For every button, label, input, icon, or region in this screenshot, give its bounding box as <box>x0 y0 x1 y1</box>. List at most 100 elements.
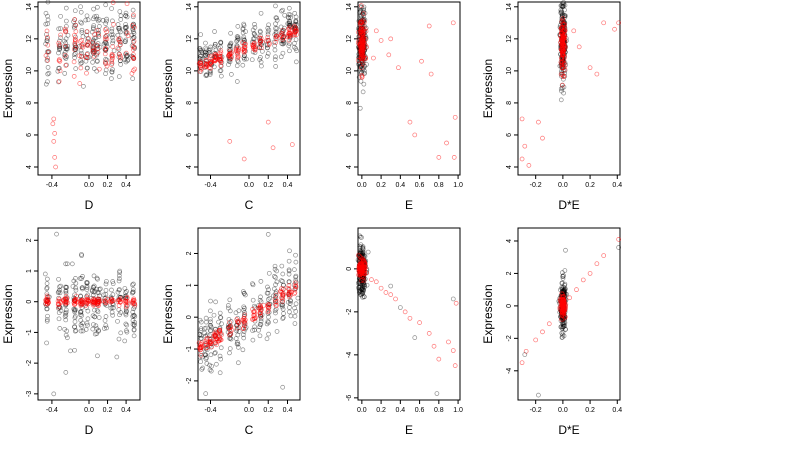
data-point <box>130 318 136 323</box>
data-point <box>45 79 50 85</box>
data-point <box>560 332 565 338</box>
data-point <box>559 286 565 292</box>
data-point <box>561 322 567 327</box>
data-point <box>213 329 219 335</box>
data-point <box>212 41 218 47</box>
data-point <box>272 47 278 53</box>
data-point <box>279 263 285 269</box>
data-point <box>212 41 218 47</box>
data-point <box>357 105 363 111</box>
data-point <box>63 312 69 318</box>
data-point <box>104 63 110 69</box>
data-point <box>44 340 49 346</box>
data-point <box>130 14 136 20</box>
data-point <box>227 43 233 49</box>
data-point <box>198 352 204 358</box>
x-tick-label: -0.4 <box>46 182 58 189</box>
data-point <box>240 27 246 32</box>
data-point <box>272 266 278 272</box>
y-tick-label: 4 <box>26 165 33 169</box>
data-point <box>91 37 96 43</box>
data-point <box>229 72 234 77</box>
data-point <box>240 326 246 332</box>
x-tick-label: 0.4 <box>395 407 405 414</box>
data-point <box>235 37 240 43</box>
data-point <box>265 32 271 37</box>
data-point <box>369 277 374 282</box>
data-point <box>72 315 78 321</box>
data-point <box>360 282 366 288</box>
data-point <box>226 305 231 311</box>
data-point <box>103 295 109 301</box>
data-point <box>202 326 207 332</box>
data-point <box>203 352 209 358</box>
data-point <box>207 362 212 368</box>
data-point <box>286 271 292 277</box>
data-point <box>561 311 566 316</box>
y-tick-label: 0 <box>26 300 33 304</box>
data-point <box>559 8 565 14</box>
data-point <box>562 323 567 329</box>
data-point <box>357 22 363 28</box>
data-point <box>132 314 138 319</box>
data-point <box>264 321 270 327</box>
data-point <box>278 32 284 38</box>
data-point <box>208 338 214 344</box>
data-point <box>73 66 79 71</box>
data-point <box>79 27 85 33</box>
data-point <box>131 322 137 328</box>
data-point <box>125 58 130 64</box>
data-point <box>80 328 86 334</box>
data-point <box>561 333 567 339</box>
data-point <box>218 315 224 321</box>
data-point <box>360 89 366 95</box>
data-point <box>228 40 234 46</box>
data-point <box>212 351 218 356</box>
data-point <box>104 16 109 22</box>
data-point <box>63 261 69 267</box>
x-tick-label: -0.2 <box>530 182 542 189</box>
data-point <box>358 29 363 35</box>
data-point <box>265 51 271 56</box>
data-point <box>265 25 271 31</box>
data-point <box>280 271 286 277</box>
data-point <box>110 40 115 46</box>
data-point <box>117 268 123 274</box>
data-point <box>560 321 565 327</box>
data-point <box>580 277 586 283</box>
data-point <box>71 52 77 58</box>
data-point <box>361 281 366 287</box>
data-point <box>44 38 50 43</box>
data-point <box>218 40 223 45</box>
data-point <box>358 242 364 248</box>
data-point <box>559 46 565 52</box>
data-point <box>396 65 401 71</box>
data-point <box>57 287 62 293</box>
data-point <box>95 43 100 49</box>
data-point <box>358 50 364 56</box>
data-point <box>436 356 442 362</box>
points <box>42 231 138 397</box>
data-point <box>44 317 50 322</box>
data-point <box>130 298 136 304</box>
data-point <box>79 60 85 65</box>
data-point <box>117 287 122 292</box>
data-point <box>292 30 297 36</box>
data-point <box>131 45 137 50</box>
data-point <box>358 277 364 283</box>
data-point <box>72 39 78 45</box>
data-point <box>357 245 363 251</box>
data-point <box>78 310 84 315</box>
data-point <box>563 286 568 292</box>
data-point <box>250 328 255 333</box>
y-tick-label: 2 <box>506 271 513 275</box>
data-point <box>198 359 203 365</box>
data-point <box>63 56 69 61</box>
data-point <box>242 318 247 324</box>
data-point <box>561 324 567 329</box>
data-point <box>242 310 247 315</box>
data-point <box>72 51 78 56</box>
data-point <box>102 318 108 323</box>
data-point <box>287 305 292 310</box>
data-point <box>95 353 100 359</box>
